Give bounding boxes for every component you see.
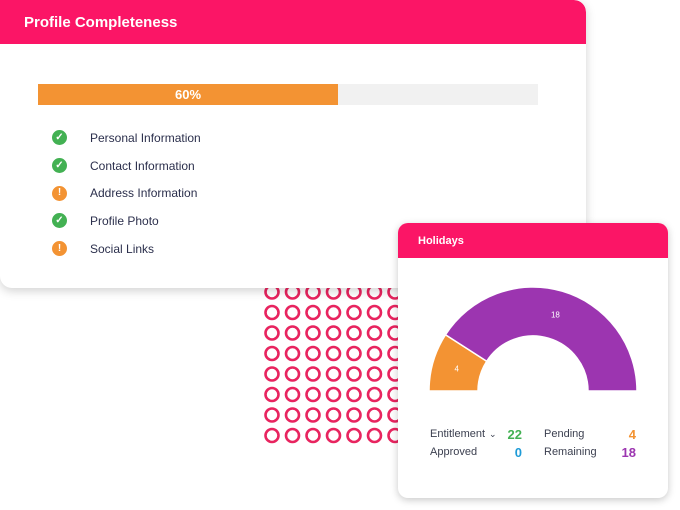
checklist-item-label: Address Information [90,186,198,201]
checklist-item-label: Profile Photo [90,213,159,228]
ring-decoration [305,427,321,444]
ring-decoration [366,345,383,362]
ring-decoration [264,304,280,321]
holidays-card: Holidays 4 18 Entitlement ⌄ 22 Pending 4 … [398,223,668,498]
ring-decoration [325,325,342,341]
ring-decoration [305,386,321,403]
gauge-slice[interactable] [444,286,638,392]
checklist-item-profile-photo[interactable]: ✓ Profile Photo [52,207,201,235]
ring-decoration [264,386,280,403]
ring-decoration [264,366,280,382]
approved-label: Approved [430,446,478,458]
entitlement-label: Entitlement [430,428,486,440]
ring-pattern-decoration [264,284,412,444]
profile-progress-bar: 60% [38,84,538,105]
holidays-stats: Entitlement ⌄ 22 Pending 4 Approved 0 Re… [430,425,640,461]
gauge-slice-label: 18 [551,311,560,320]
chevron-down-icon[interactable]: ⌄ [489,428,497,439]
exclamation-icon: ! [52,185,67,201]
ring-decoration [305,304,321,321]
ring-decoration [346,304,362,321]
checklist-item-label: Contact Information [90,158,195,173]
ring-decoration [325,304,342,321]
ring-decoration [366,407,383,423]
ring-decoration [366,366,383,382]
ring-decoration [366,325,383,341]
pending-value: 4 [628,426,636,442]
ring-decoration [346,427,362,444]
ring-decoration [325,345,342,362]
checklist-item-personal-information[interactable]: ✓ Personal Information [52,124,201,152]
ring-decoration [346,366,362,382]
holidays-stats-row-2: Approved 0 Remaining 18 [430,443,640,461]
holidays-gauge-chart: 4 18 [428,286,638,392]
ring-decoration [346,345,362,362]
ring-decoration [264,325,280,341]
ring-decoration [264,345,280,362]
ring-decoration [346,325,362,341]
holidays-card-title: Holidays [418,234,464,247]
checklist-item-label: Personal Information [90,130,201,145]
gauge-slice-label: 4 [454,365,459,374]
remaining-label: Remaining [544,446,597,458]
check-icon: ✓ [52,158,67,174]
entitlement-dropdown[interactable]: Entitlement ⌄ [430,428,497,440]
profile-progress-fill: 60% [38,84,338,105]
ring-decoration [284,304,301,321]
ring-decoration [366,427,383,444]
ring-decoration [284,345,301,362]
checklist-item-social-links[interactable]: ! Social Links [52,235,201,263]
check-icon: ✓ [52,213,67,229]
ring-decoration [284,386,301,403]
ring-decoration [264,427,280,444]
profile-progress-label: 60% [174,87,202,102]
ring-decoration [284,427,301,444]
checklist-item-address-information[interactable]: ! Address Information [52,179,201,207]
check-icon: ✓ [52,130,67,146]
exclamation-icon: ! [52,241,67,257]
ring-decoration [305,407,321,423]
ring-decoration [325,427,342,444]
ring-decoration [366,304,383,321]
ring-decoration [325,407,342,423]
ring-decoration [346,386,362,403]
ring-decoration [305,325,321,341]
ring-decoration [305,345,321,362]
ring-decoration [305,366,321,382]
ring-decoration [284,366,301,382]
checklist-item-label: Social Links [90,241,155,256]
ring-decoration [346,407,362,423]
ring-decoration [284,407,301,423]
profile-card-title: Profile Completeness [24,13,178,31]
profile-checklist: ✓ Personal Information ✓ Contact Informa… [52,124,201,262]
entitlement-value: 22 [507,426,522,442]
holidays-card-header: Holidays [398,223,668,258]
pending-label: Pending [544,428,585,440]
ring-decoration [325,366,342,382]
profile-card-header: Profile Completeness [0,0,586,44]
checklist-item-contact-information[interactable]: ✓ Contact Information [52,152,201,180]
holidays-stats-row-1: Entitlement ⌄ 22 Pending 4 [430,425,640,443]
ring-decoration [284,325,301,341]
ring-decoration [325,386,342,403]
approved-value: 0 [514,444,522,460]
ring-decoration [366,386,383,403]
remaining-value: 18 [621,444,636,460]
ring-decoration [264,407,280,423]
